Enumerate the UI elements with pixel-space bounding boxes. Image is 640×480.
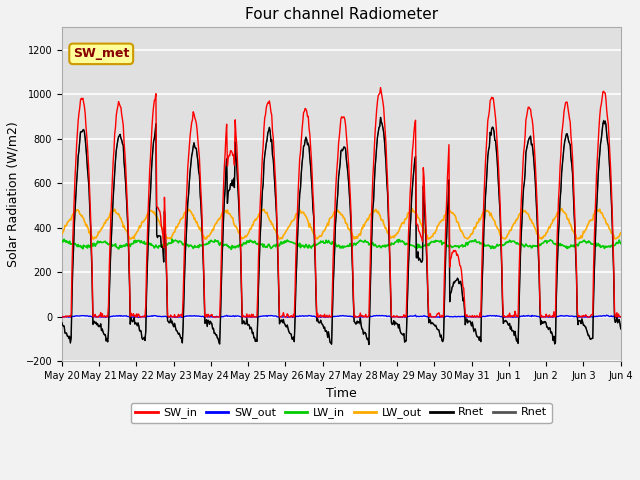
Title: Four channel Radiometer: Four channel Radiometer bbox=[244, 7, 438, 22]
Text: SW_met: SW_met bbox=[73, 48, 129, 60]
Y-axis label: Solar Radiation (W/m2): Solar Radiation (W/m2) bbox=[7, 121, 20, 267]
Legend: SW_in, SW_out, LW_in, LW_out, Rnet, Rnet: SW_in, SW_out, LW_in, LW_out, Rnet, Rnet bbox=[131, 403, 552, 423]
X-axis label: Time: Time bbox=[326, 387, 356, 400]
